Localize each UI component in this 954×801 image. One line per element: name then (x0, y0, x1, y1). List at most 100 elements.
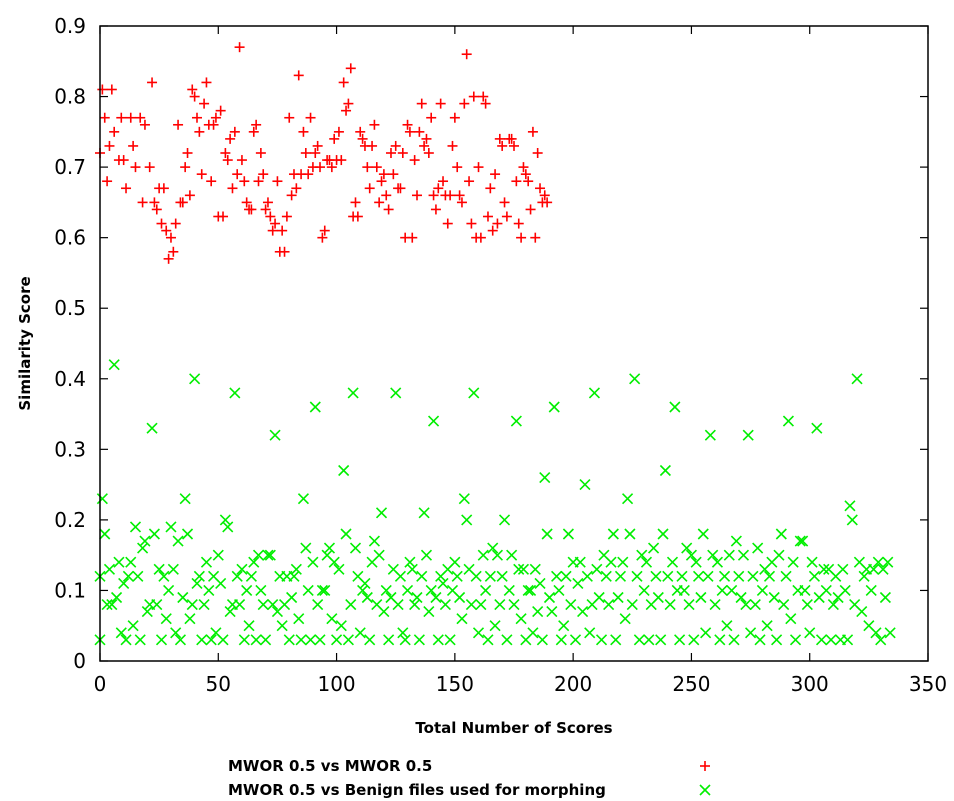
x-point (600, 570, 612, 582)
plus-point (345, 63, 356, 74)
plus-point (305, 112, 316, 123)
x-point (704, 429, 716, 441)
x-point (383, 634, 395, 646)
x-point (517, 563, 530, 575)
x-point (574, 556, 586, 568)
plus-point (482, 211, 493, 222)
plus-point (397, 148, 408, 158)
x-point (163, 584, 175, 597)
plus-point (355, 126, 366, 137)
plus-point (412, 190, 423, 201)
plus-point (333, 126, 344, 137)
x-point (106, 598, 118, 611)
plus-point (312, 140, 323, 151)
plus-point (442, 218, 453, 229)
x-point (120, 634, 132, 646)
plus-point (300, 148, 311, 158)
plus-point (121, 183, 132, 194)
x-point (593, 591, 605, 604)
x-point (681, 542, 693, 554)
plus-point (187, 84, 198, 95)
x-point (380, 584, 392, 597)
plus-point (173, 119, 184, 130)
x-point (347, 387, 359, 399)
y-tick-label: 0.4 (54, 367, 86, 391)
plus-point (428, 190, 439, 201)
x-point (260, 634, 272, 646)
plus-point (402, 119, 413, 130)
plus-point (357, 133, 368, 144)
plus-point (184, 190, 195, 201)
plus-point (336, 155, 347, 166)
x-point (323, 542, 336, 554)
x-point (584, 627, 596, 639)
plus-point (497, 140, 508, 151)
plus-point (525, 204, 536, 215)
plus-point (542, 197, 553, 208)
plus-point (118, 155, 129, 166)
plus-point (147, 77, 158, 88)
x-point (697, 528, 709, 540)
x-point (392, 598, 404, 611)
x-point (137, 542, 149, 554)
x-point (740, 598, 752, 611)
x-point (643, 634, 655, 646)
x-point (236, 563, 248, 575)
plus-point (459, 98, 470, 109)
x-point (638, 584, 650, 597)
x-point (212, 549, 224, 561)
x-point (875, 634, 887, 646)
plus-point (343, 98, 354, 109)
x-point (617, 556, 629, 568)
x-point (721, 620, 733, 632)
x-point (468, 387, 480, 399)
plus-point (464, 176, 475, 187)
x-point (815, 634, 828, 646)
x-point (572, 577, 584, 589)
plus-point (513, 218, 524, 229)
x-point (198, 598, 210, 611)
x-point (373, 549, 385, 561)
plus-point (272, 176, 283, 187)
plus-point (246, 204, 257, 215)
x-point (326, 613, 338, 625)
plus-point (168, 246, 179, 257)
x-point (345, 598, 357, 611)
x-point (349, 542, 362, 554)
x-point (127, 620, 139, 632)
plus-point (523, 176, 534, 187)
plus-point (433, 183, 444, 194)
x-point (865, 584, 877, 597)
plus-point (374, 197, 385, 208)
x-point (882, 556, 894, 568)
x-point (846, 514, 858, 526)
plus-point (189, 91, 200, 102)
plus-point (423, 148, 434, 158)
plus-point (419, 140, 430, 151)
x-point (534, 577, 546, 589)
plus-point (492, 218, 503, 229)
x-point (288, 570, 300, 582)
x-point (529, 563, 541, 575)
x-point (103, 563, 116, 575)
plus-point (116, 112, 127, 123)
x-point (283, 634, 295, 646)
x-point (139, 535, 151, 547)
x-point (155, 634, 168, 646)
x-point (806, 556, 818, 568)
x-point (789, 634, 802, 646)
x-point (820, 584, 832, 597)
x-point (702, 570, 714, 582)
x-tick-label: 100 (317, 672, 355, 696)
x-point (200, 556, 213, 568)
x-point (108, 359, 120, 371)
data-marks (94, 42, 896, 646)
x-point (491, 549, 504, 561)
x-point (804, 627, 816, 639)
x-point (470, 570, 482, 582)
plus-point (277, 225, 288, 236)
x-point (842, 634, 854, 646)
plus-point (506, 133, 517, 144)
plus-point (452, 162, 463, 173)
x-point (399, 634, 411, 646)
